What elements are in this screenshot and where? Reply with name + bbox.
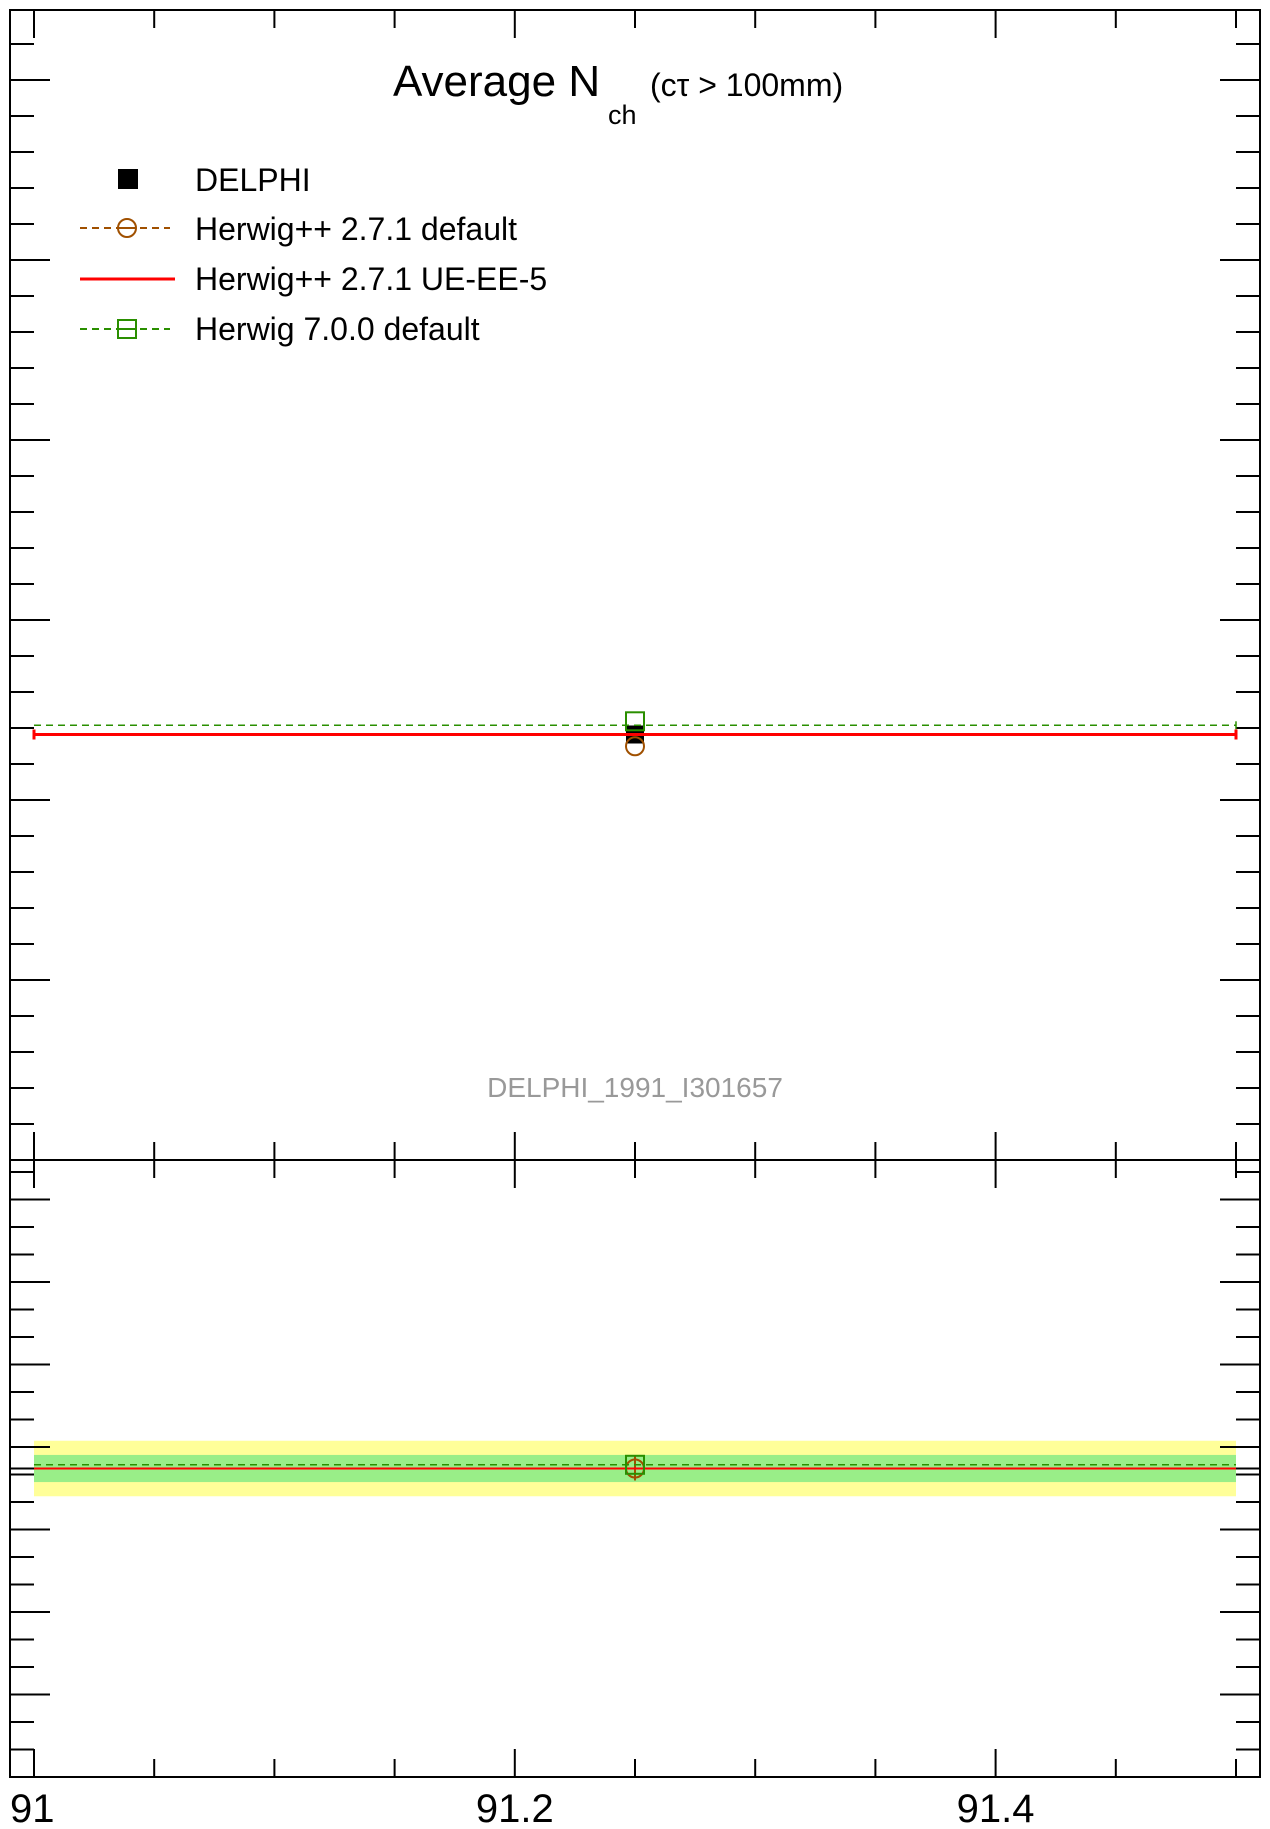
legend-item-herwigpp-default: Herwig++ 2.7.1 default — [80, 211, 517, 247]
x-tick-label: 91.2 — [476, 1787, 554, 1829]
main-series-layer — [32, 711, 1238, 757]
ratio-axis-ticks — [10, 1160, 1260, 1778]
series-herwig7-marker — [625, 711, 645, 732]
legend-item-herwigpp-ue-ee-5: Herwig++ 2.7.1 UE-EE-5 — [80, 261, 547, 297]
x-tick-label: 91 — [10, 1787, 55, 1829]
chart-title: Average N — [393, 57, 600, 106]
ratio-series-herwig7-marker — [625, 1454, 645, 1475]
ratio-series-layer — [10, 1454, 1260, 1481]
main-plot-panel: Average N ch (cτ > 100mm) DELPHI Herwig+… — [9, 9, 1261, 1161]
legend-item-delphi: DELPHI — [118, 162, 311, 198]
legend: DELPHI Herwig++ 2.7.1 default Herwig++ 2… — [80, 162, 547, 347]
chart-title-suffix: (cτ > 100mm) — [650, 67, 843, 103]
legend-label: Herwig++ 2.7.1 default — [195, 211, 517, 247]
x-tick-labels: 91 91.2 91.4 — [10, 1787, 1035, 1829]
series-herwigpp-default-marker — [625, 736, 645, 757]
legend-label: DELPHI — [195, 162, 311, 198]
ratio-plot-panel: 91 91.2 91.4 — [9, 1159, 1261, 1829]
legend-label: Herwig 7.0.0 default — [195, 311, 480, 347]
x-tick-label: 91.4 — [957, 1787, 1035, 1829]
analysis-watermark: DELPHI_1991_I301657 — [487, 1072, 783, 1103]
chart-title-subscript: ch — [608, 100, 637, 130]
legend-label: Herwig++ 2.7.1 UE-EE-5 — [195, 261, 547, 297]
legend-marker-filled-square — [118, 169, 138, 189]
legend-item-herwig7-default: Herwig 7.0.0 default — [80, 311, 480, 347]
